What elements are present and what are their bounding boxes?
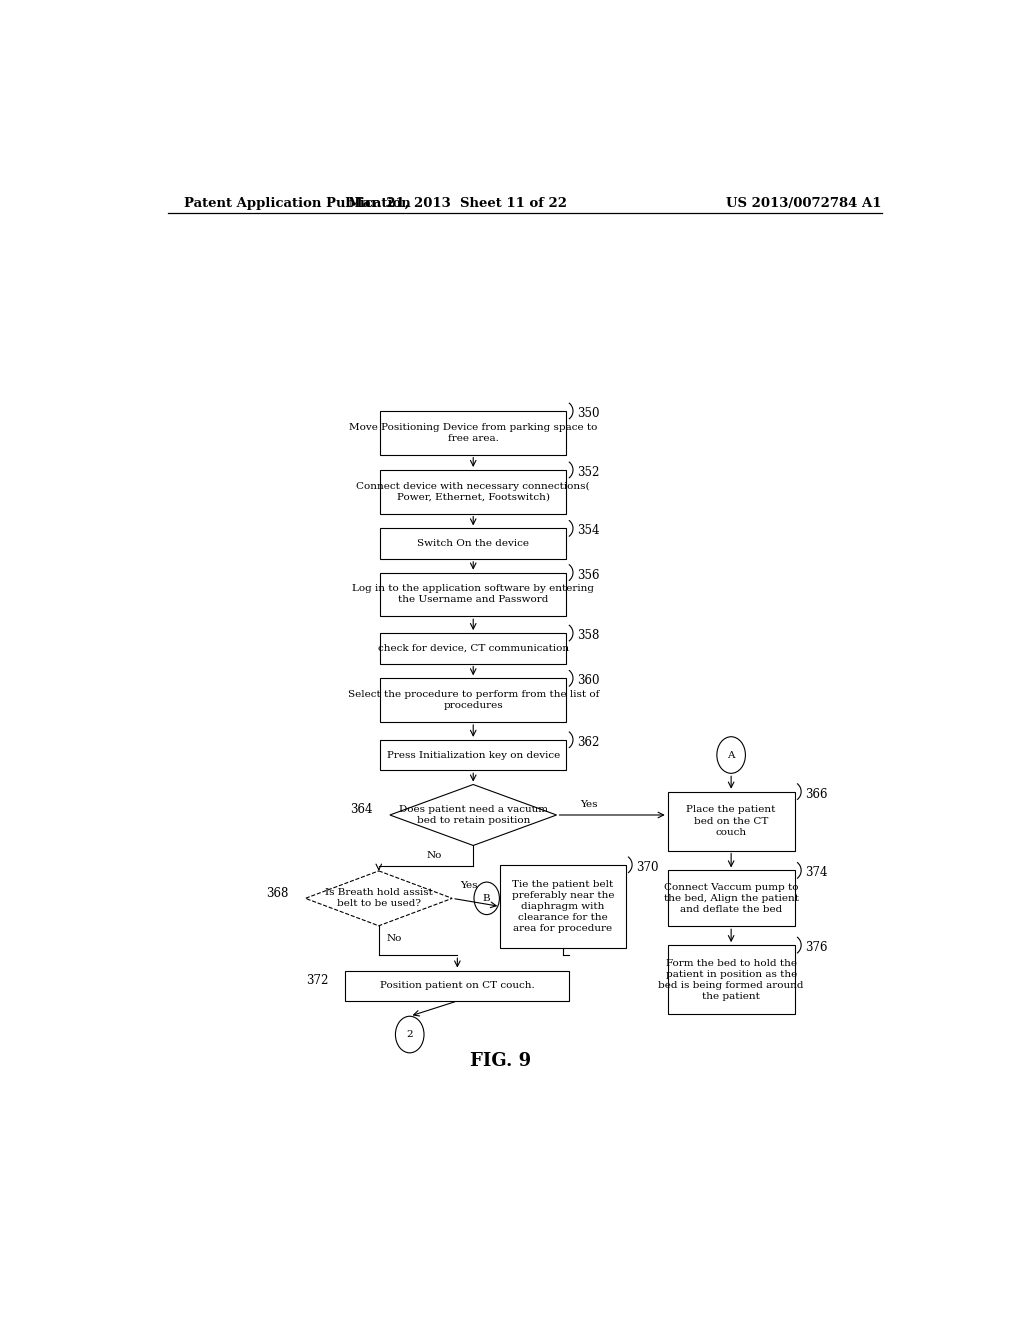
Text: FIG. 9: FIG. 9 xyxy=(470,1052,531,1071)
Text: Place the patient
bed on the CT
couch: Place the patient bed on the CT couch xyxy=(686,805,776,837)
FancyBboxPatch shape xyxy=(380,528,566,558)
Text: check for device, CT communication: check for device, CT communication xyxy=(378,644,568,653)
Text: Connect device with necessary connections(
Power, Ethernet, Footswitch): Connect device with necessary connection… xyxy=(356,482,590,502)
FancyBboxPatch shape xyxy=(380,634,566,664)
FancyBboxPatch shape xyxy=(380,678,566,722)
Text: Switch On the device: Switch On the device xyxy=(417,539,529,548)
Text: No: No xyxy=(387,935,402,942)
Text: 350: 350 xyxy=(577,407,599,420)
Circle shape xyxy=(474,882,500,915)
Text: A: A xyxy=(727,751,735,759)
Text: Form the bed to hold the
patient in position as the
bed is being formed around
t: Form the bed to hold the patient in posi… xyxy=(658,958,804,1001)
Text: 2: 2 xyxy=(407,1030,413,1039)
Text: Does patient need a vacuum
bed to retain position: Does patient need a vacuum bed to retain… xyxy=(398,805,548,825)
Text: 374: 374 xyxy=(805,866,827,879)
Text: US 2013/0072784 A1: US 2013/0072784 A1 xyxy=(726,197,882,210)
Text: 364: 364 xyxy=(350,804,373,816)
Text: Is Breath hold assist
belt to be used?: Is Breath hold assist belt to be used? xyxy=(325,888,433,908)
Circle shape xyxy=(717,737,745,774)
FancyBboxPatch shape xyxy=(380,470,566,513)
Text: B: B xyxy=(483,894,490,903)
Text: 358: 358 xyxy=(577,630,599,642)
Text: Position patient on CT couch.: Position patient on CT couch. xyxy=(380,981,535,990)
Text: 376: 376 xyxy=(805,941,827,954)
Text: Mar. 21, 2013  Sheet 11 of 22: Mar. 21, 2013 Sheet 11 of 22 xyxy=(348,197,567,210)
Text: 360: 360 xyxy=(577,675,599,688)
Circle shape xyxy=(395,1016,424,1053)
Text: Connect Vaccum pump to
the bed, Align the patient
and deflate the bed: Connect Vaccum pump to the bed, Align th… xyxy=(664,883,799,913)
Text: 370: 370 xyxy=(636,861,658,874)
FancyBboxPatch shape xyxy=(345,970,569,1001)
FancyBboxPatch shape xyxy=(380,411,566,454)
Text: 352: 352 xyxy=(577,466,599,479)
Polygon shape xyxy=(305,871,453,925)
Text: Select the procedure to perform from the list of
procedures: Select the procedure to perform from the… xyxy=(347,690,599,710)
Text: 368: 368 xyxy=(265,887,288,900)
Text: 356: 356 xyxy=(577,569,599,582)
Text: Patent Application Publication: Patent Application Publication xyxy=(183,197,411,210)
FancyBboxPatch shape xyxy=(668,870,795,927)
Text: 354: 354 xyxy=(577,524,599,537)
Text: Yes: Yes xyxy=(581,800,598,809)
FancyBboxPatch shape xyxy=(668,792,795,850)
Text: 366: 366 xyxy=(805,788,827,800)
Text: Press Initialization key on device: Press Initialization key on device xyxy=(387,751,560,759)
FancyBboxPatch shape xyxy=(380,739,566,771)
FancyBboxPatch shape xyxy=(668,945,795,1014)
FancyBboxPatch shape xyxy=(500,865,626,948)
Text: 372: 372 xyxy=(306,974,328,987)
Text: Tie the patient belt
preferably near the
diaphragm with
clearance for the
area f: Tie the patient belt preferably near the… xyxy=(512,879,614,933)
Polygon shape xyxy=(390,784,557,846)
Text: 362: 362 xyxy=(577,735,599,748)
Text: Log in to the application software by entering
the Username and Password: Log in to the application software by en… xyxy=(352,585,594,605)
Text: No: No xyxy=(426,850,441,859)
Text: Yes: Yes xyxy=(460,882,477,890)
FancyBboxPatch shape xyxy=(380,573,566,616)
Text: Move Positioning Device from parking space to
free area.: Move Positioning Device from parking spa… xyxy=(349,422,597,444)
